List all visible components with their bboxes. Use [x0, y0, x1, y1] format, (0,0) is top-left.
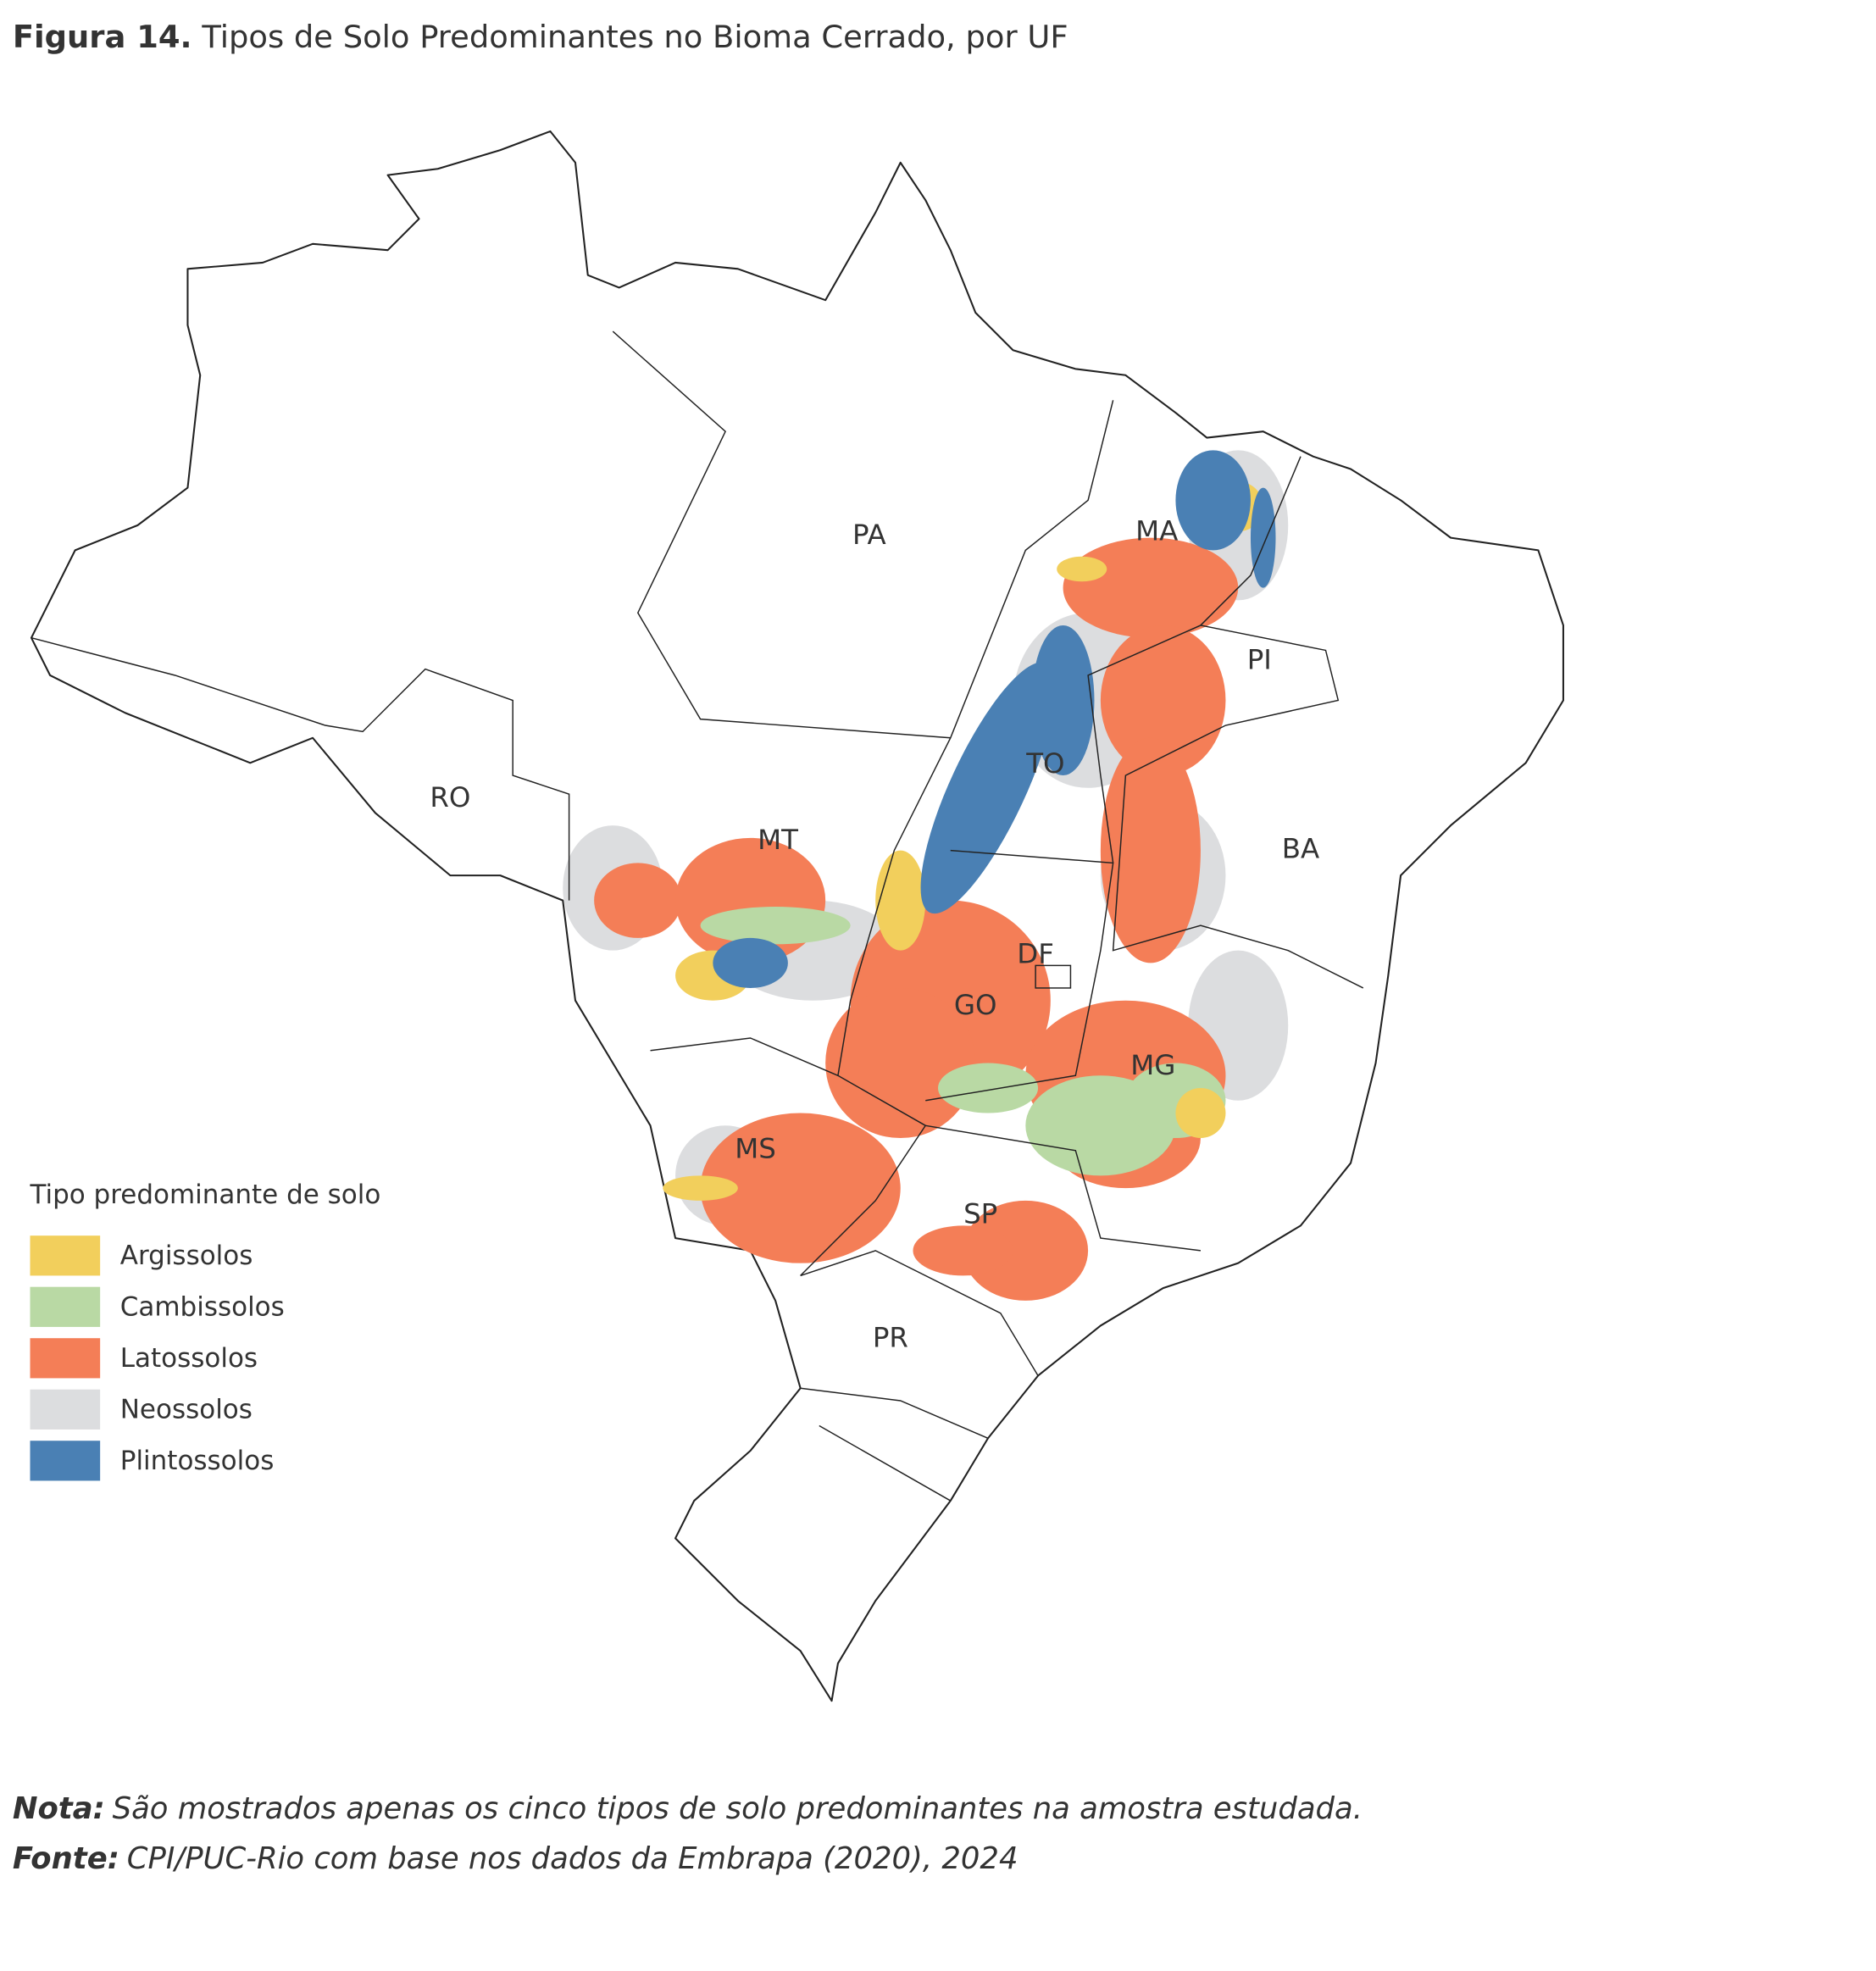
soil-area [713, 937, 788, 988]
state-label: GO [954, 989, 997, 1021]
state-label: PA [852, 519, 886, 551]
source-text: CPI/PUC-Rio com base nos dados da Embrap… [127, 1841, 1018, 1876]
figure-title: Figura 14. Tipos de Solo Predominantes no… [13, 19, 1068, 55]
soil-area [1250, 487, 1276, 588]
title-prefix: Figura 14. [13, 19, 192, 55]
state-label: TO [1025, 747, 1064, 780]
state-label: DF [1017, 937, 1054, 969]
state-borders [31, 330, 1364, 1502]
state-label: MS [735, 1133, 776, 1165]
note: Nota: São mostrados apenas os cinco tipos… [13, 1791, 1363, 1826]
legend-label: Cambissolos [120, 1292, 285, 1323]
soil-area [1100, 737, 1201, 963]
legend-swatch [30, 1338, 101, 1379]
soil-area [913, 1225, 1013, 1276]
soil-area [1100, 625, 1226, 776]
state-label: PI [1247, 644, 1272, 676]
state-label: MT [758, 824, 798, 856]
soil-area [1175, 450, 1251, 551]
state-label: SP [963, 1197, 997, 1230]
legend-label: Neossolos [120, 1395, 253, 1425]
soil-area [594, 863, 682, 938]
legend-label: Plintossolos [120, 1446, 275, 1476]
state-label: MG [1130, 1049, 1175, 1081]
state-label: MA [1135, 515, 1178, 547]
soil-area [1175, 1088, 1226, 1139]
legend-label: Argissolos [120, 1241, 253, 1271]
legend-title: Tipo predominante de solo [30, 1180, 381, 1210]
soil-area [825, 987, 976, 1139]
state-label: BA [1282, 832, 1319, 864]
soil-area [1031, 625, 1095, 776]
title-text: Tipos de Solo Predominantes no Bioma Cer… [201, 19, 1068, 55]
state-label: RO [430, 781, 470, 813]
soil-area [700, 907, 851, 945]
source: Fonte: CPI/PUC-Rio com base nos dados da … [13, 1841, 1018, 1876]
legend-label: Latossolos [120, 1343, 258, 1374]
note-label: Nota: [13, 1791, 105, 1826]
legend-swatch [30, 1235, 101, 1276]
soil-area [1063, 537, 1239, 638]
soil-area [963, 1200, 1089, 1301]
soil-areas [563, 450, 1289, 1301]
note-text: São mostrados apenas os cinco tipos de s… [113, 1791, 1363, 1826]
soil-area [1057, 556, 1107, 582]
soil-area [875, 850, 926, 951]
legend-swatch [30, 1286, 101, 1327]
soil-area [938, 1063, 1039, 1113]
soil-area [663, 1175, 738, 1201]
brazil-outline [30, 130, 1564, 1702]
legend-swatch [30, 1441, 101, 1481]
legend-swatch [30, 1389, 101, 1430]
state-label: PR [873, 1322, 908, 1354]
source-label: Fonte: [13, 1841, 119, 1876]
